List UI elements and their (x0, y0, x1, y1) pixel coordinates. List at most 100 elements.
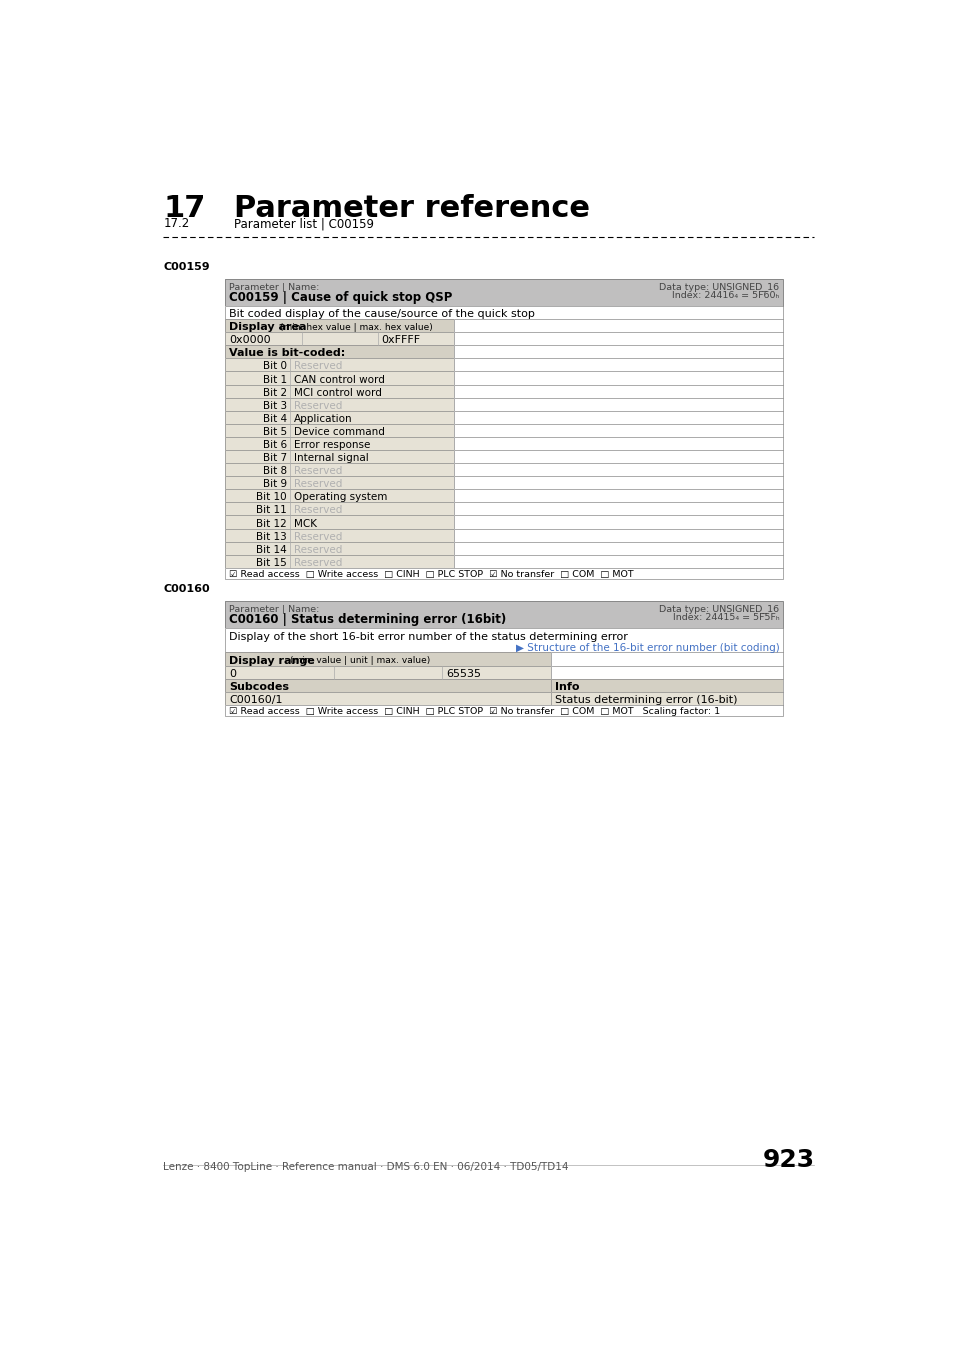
Bar (454, 516, 782, 528)
Bar (225, 502, 454, 516)
Bar (550, 679, 782, 691)
Text: Index: 24416₄ = 5F60ₕ: Index: 24416₄ = 5F60ₕ (672, 292, 779, 300)
Bar (454, 528, 782, 541)
Bar (225, 652, 550, 666)
Text: Value is bit-coded:: Value is bit-coded: (229, 348, 345, 358)
Bar (225, 502, 454, 516)
Bar (225, 385, 454, 398)
Bar (225, 398, 454, 410)
Bar (225, 516, 454, 528)
Text: Index: 24415₄ = 5F5Fₕ: Index: 24415₄ = 5F5Fₕ (672, 613, 779, 622)
Text: Reserved: Reserved (294, 362, 341, 371)
Bar (454, 489, 782, 502)
Bar (454, 346, 782, 358)
Text: ☑ Read access  □ Write access  □ CINH  □ PLC STOP  ☑ No transfer  □ COM  □ MOT  : ☑ Read access □ Write access □ CINH □ PL… (229, 707, 720, 716)
Text: Bit 11: Bit 11 (255, 505, 286, 516)
Text: Operating system: Operating system (294, 493, 387, 502)
Text: C00159 | Cause of quick stop QSP: C00159 | Cause of quick stop QSP (229, 292, 453, 304)
Bar (454, 555, 782, 568)
Text: Bit 15: Bit 15 (255, 558, 286, 568)
Bar (225, 541, 454, 555)
Text: Bit 3: Bit 3 (262, 401, 286, 410)
Bar (225, 437, 454, 450)
Bar (454, 450, 782, 463)
Bar (550, 652, 782, 666)
Bar (454, 371, 782, 385)
Text: Reserved: Reserved (294, 532, 341, 541)
Text: Reserved: Reserved (294, 558, 341, 568)
Text: MCI control word: MCI control word (294, 387, 381, 398)
Bar (550, 666, 782, 679)
Bar (225, 306, 782, 319)
Bar (225, 346, 454, 358)
Bar (225, 601, 782, 628)
Bar (454, 319, 782, 332)
Bar (225, 568, 782, 579)
Bar (225, 516, 454, 528)
Bar (225, 555, 454, 568)
Bar (454, 332, 782, 346)
Text: ☑ Read access  □ Write access  □ CINH  □ PLC STOP  ☑ No transfer  □ COM  □ MOT: ☑ Read access □ Write access □ CINH □ PL… (229, 570, 633, 579)
Text: Subcodes: Subcodes (229, 682, 289, 691)
Bar (454, 319, 782, 332)
Bar (225, 306, 782, 319)
Text: 0xFFFF: 0xFFFF (381, 335, 420, 346)
Text: MCK: MCK (294, 518, 316, 528)
Text: 923: 923 (761, 1149, 814, 1172)
Bar (454, 450, 782, 463)
Bar (550, 666, 782, 679)
Text: Data type: UNSIGNED_16: Data type: UNSIGNED_16 (659, 605, 779, 614)
Text: Application: Application (294, 414, 352, 424)
Bar (454, 358, 782, 371)
Bar (225, 705, 782, 717)
Bar (225, 319, 454, 332)
Bar (225, 332, 454, 346)
Bar (225, 705, 782, 717)
Bar (225, 691, 550, 705)
Text: Reserved: Reserved (294, 479, 341, 489)
Text: ▶ Structure of the 16-bit error number (bit coding): ▶ Structure of the 16-bit error number (… (516, 643, 779, 653)
Bar (454, 385, 782, 398)
Text: 65535: 65535 (446, 668, 481, 679)
Text: Bit 5: Bit 5 (262, 427, 286, 437)
Text: Reserved: Reserved (294, 401, 341, 410)
Text: C00160: C00160 (163, 585, 210, 594)
Bar (225, 555, 454, 568)
Text: Bit coded display of the cause/source of the quick stop: Bit coded display of the cause/source of… (229, 309, 535, 319)
Bar (225, 398, 454, 410)
Text: (min. hex value | max. hex value): (min. hex value | max. hex value) (280, 323, 433, 332)
Text: 17: 17 (163, 194, 206, 223)
Bar (454, 332, 782, 346)
Bar (454, 424, 782, 437)
Bar (225, 489, 454, 502)
Text: Internal signal: Internal signal (294, 454, 368, 463)
Bar (454, 437, 782, 450)
Text: Bit 1: Bit 1 (262, 374, 286, 385)
Text: Bit 8: Bit 8 (262, 466, 286, 477)
Text: Data type: UNSIGNED_16: Data type: UNSIGNED_16 (659, 284, 779, 292)
Bar (225, 371, 454, 385)
Text: Display range: Display range (229, 656, 314, 666)
Bar (225, 332, 454, 346)
Bar (454, 502, 782, 516)
Bar (225, 652, 550, 666)
Bar (225, 691, 550, 705)
Text: Parameter | Name:: Parameter | Name: (229, 284, 319, 292)
Bar (225, 385, 454, 398)
Bar (225, 628, 782, 652)
Text: Device command: Device command (294, 427, 384, 437)
Bar (225, 666, 550, 679)
Text: Bit 13: Bit 13 (255, 532, 286, 541)
Text: Lenze · 8400 TopLine · Reference manual · DMS 6.0 EN · 06/2014 · TD05/TD14: Lenze · 8400 TopLine · Reference manual … (163, 1162, 568, 1172)
Bar (454, 371, 782, 385)
Text: Display area: Display area (229, 323, 307, 332)
Bar (225, 410, 454, 424)
Bar (454, 424, 782, 437)
Bar (454, 410, 782, 424)
Bar (225, 319, 454, 332)
Bar (225, 463, 454, 477)
Bar (225, 437, 454, 450)
Bar (454, 398, 782, 410)
Bar (225, 568, 782, 579)
Bar (454, 463, 782, 477)
